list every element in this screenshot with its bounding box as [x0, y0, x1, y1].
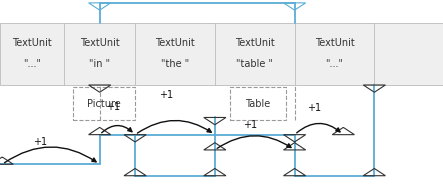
- Text: +1: +1: [33, 137, 47, 147]
- Text: TextUnit: TextUnit: [155, 38, 195, 49]
- Text: +1: +1: [307, 103, 322, 113]
- Text: +1: +1: [106, 102, 120, 112]
- Text: +1: +1: [159, 90, 173, 100]
- Text: TextUnit: TextUnit: [12, 38, 52, 49]
- Text: Table: Table: [245, 99, 271, 109]
- Text: "...": "...": [326, 59, 343, 70]
- Text: +1: +1: [243, 120, 257, 130]
- Text: TextUnit: TextUnit: [315, 38, 354, 49]
- Text: "table ": "table ": [236, 59, 273, 70]
- Text: "in ": "in ": [89, 59, 110, 70]
- Bar: [0, 23, 443, 85]
- Text: Picture: Picture: [87, 99, 121, 109]
- Text: TextUnit: TextUnit: [235, 38, 275, 49]
- Bar: [73, 87, 135, 120]
- Text: "the ": "the ": [161, 59, 189, 70]
- Text: "...": "...": [23, 59, 41, 70]
- Bar: [230, 87, 286, 120]
- Text: TextUnit: TextUnit: [80, 38, 120, 49]
